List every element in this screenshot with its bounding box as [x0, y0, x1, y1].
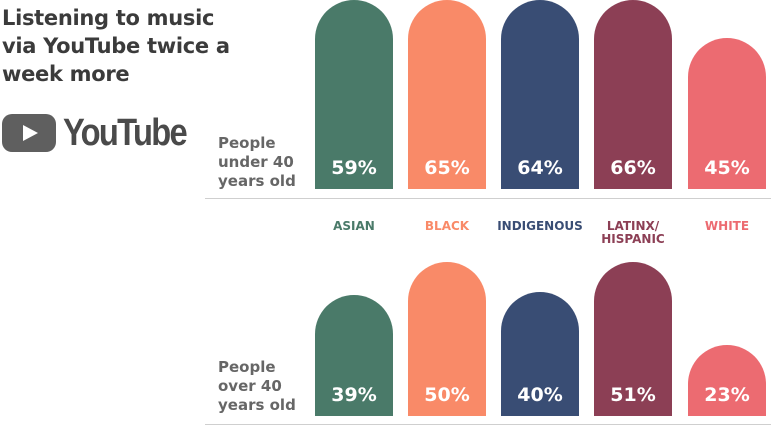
youtube-play-icon — [2, 114, 56, 152]
youtube-wordmark: YouTube — [63, 111, 188, 154]
bar-under40-3: 64% — [501, 0, 579, 189]
bar-value-label: 23% — [704, 383, 750, 406]
bar-value-label: 59% — [331, 157, 377, 179]
category-label-5: WHITE — [704, 219, 750, 233]
bar-under40-2: 65% — [408, 0, 486, 189]
row-label-under-40: People under 40 years old — [218, 134, 296, 190]
bar-over40-1: 39% — [315, 295, 393, 416]
youtube-logo: YouTube — [2, 110, 206, 156]
bar-value-label: 39% — [331, 383, 377, 406]
bar-value-label: 40% — [517, 384, 563, 406]
row-label-over-40: People over 40 years old — [218, 358, 296, 414]
bar-under40-4: 66% — [594, 0, 672, 189]
category-label-2: BLACK — [424, 219, 470, 233]
category-label-4: LATINX/ HISPANIC — [601, 219, 665, 246]
chart-title: Listening to music via YouTube twice a w… — [2, 6, 230, 86]
bar-over40-4: 51% — [594, 262, 672, 416]
bar-under40-5: 45% — [688, 38, 766, 189]
bar-value-label: 64% — [517, 157, 563, 179]
bar-value-label: 65% — [424, 157, 470, 179]
bar-over40-3: 40% — [501, 292, 579, 416]
category-label-1: ASIAN — [333, 219, 375, 233]
bar-value-label: 51% — [610, 384, 656, 406]
bar-over40-5: 23% — [688, 344, 766, 416]
bar-value-label: 66% — [610, 157, 656, 179]
category-label-3: INDIGENOUS — [497, 219, 583, 233]
top-row-baseline — [205, 198, 771, 199]
bar-over40-2: 50% — [408, 262, 486, 416]
bar-under40-1: 59% — [315, 0, 393, 189]
bar-value-label: 50% — [424, 384, 470, 406]
bar-value-label: 45% — [704, 157, 750, 179]
bottom-row-baseline — [205, 424, 771, 425]
